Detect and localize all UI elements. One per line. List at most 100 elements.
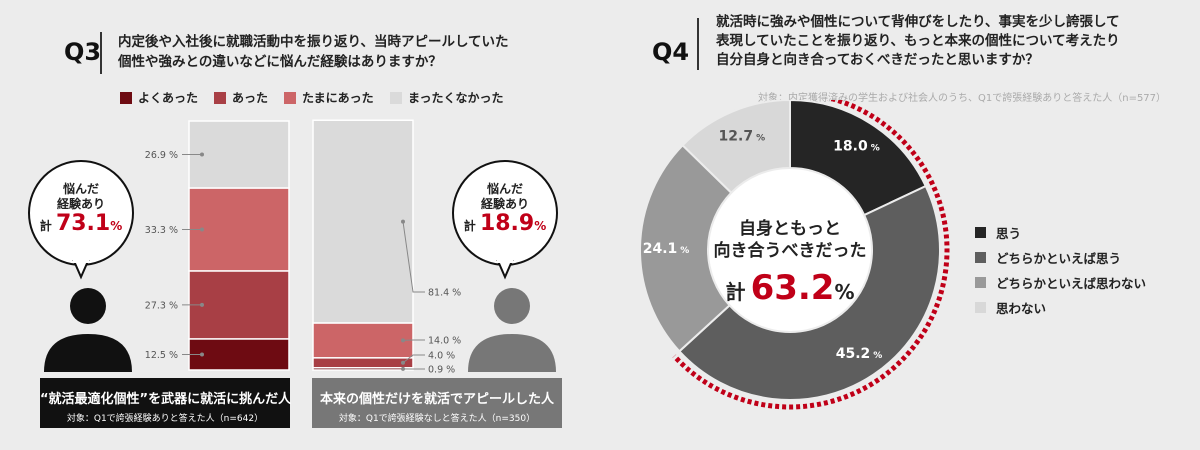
leader-line [402,221,425,293]
person-icon [468,288,556,372]
legend-swatch [975,227,986,238]
q4-donut-chart: 18.0 % 45.2 % 24.1 % 12.7% [639,100,950,410]
data-label: 4.0 % [428,351,455,362]
total-value: 18.9 [479,211,535,236]
donut-slice [681,100,791,195]
center-total: 計 63.2% [700,268,880,308]
bubble-line1: 悩んだ [486,182,523,196]
bubble-total: 計 73.1% [28,213,134,235]
bar-segment [188,120,290,189]
legend-item-yoku: よくあった [120,89,198,106]
left-caption: “就活最適化個性”を武器に就活に挑んだ人 [40,392,292,407]
leader-dot [401,366,405,371]
q3-label: Q3 [64,38,102,66]
bar-segment [312,322,414,359]
legend-swatch [120,91,132,104]
bar-segment [312,119,414,324]
bar-segment [188,187,290,272]
data-label: 14.0 % [428,336,461,347]
q4-legend-item-omou: 思う [975,223,1021,242]
q3-divider [100,32,102,74]
donut-slice [639,143,733,353]
person-icon [44,288,132,372]
bubble-total: 計 18.9% [452,213,558,235]
q4-divider [697,18,699,70]
legend-item-tamani: たまにあった [284,89,374,106]
right-bubble-text: 悩んだ 経験あり 計 18.9% [452,182,558,235]
legend-swatch [975,252,986,263]
total-prefix: 計 [463,219,476,233]
right-speech-bubble: 悩んだ 経験あり 計 18.9% [452,160,558,280]
q4-legend-item-dochira-omowanai: どちらかといえば思わない [975,273,1146,292]
leader-dot [200,227,204,232]
total-unit: % [534,219,547,233]
q3-question-line2: 個性や強みとの違いなどに悩んだ経験はありますか？ [118,54,442,70]
q4-center-text: 自身ともっと 向き合うべきだった 計 63.2% [700,218,880,308]
bar-segment [312,357,414,369]
leader-line [402,354,425,364]
q4-label: Q4 [652,38,690,66]
legend-label: どちらかといえば思う [996,251,1122,266]
leader-dot [200,152,204,157]
total-unit: % [110,219,123,233]
q4-note: 対象：内定獲得済みの学生および社会人のうち、Q1で誇張経験ありと答えた人（n=5… [758,93,1167,104]
donut-center [709,169,871,331]
highlight-arc [672,100,950,410]
total-value: 73.1 [55,211,111,236]
q4-legend-item-dochira-omou: どちらかといえば思う [975,248,1121,267]
q3-bar-chart: 12.5 % 27.3 % 33.3 % 26.9 % 0.9 % 4.0 % 14.0 %… [145,119,461,376]
center-unit: % [834,280,855,304]
legend-item-atta: あった [214,89,268,106]
slice-label: 12.7% [719,129,766,145]
leader-dot [401,338,405,343]
legend-label: よくあった [138,91,199,105]
legend-label: 思う [996,226,1022,241]
legend-swatch [975,302,986,313]
left-caption-sub: 対象：Q1で誇張経験ありと答えた人（n=642） [66,414,264,424]
center-line1: 自身ともっと [739,219,841,239]
donut-slice [677,184,941,401]
legend-swatch [975,277,986,288]
left-bubble-text: 悩んだ 経験あり 計 73.1% [28,182,134,235]
data-label: 0.9 % [428,365,455,376]
center-value: 63.2 [750,268,835,308]
legend-label: まったくなかった [408,91,504,105]
right-caption: 本来の個性だけを就活でアピールした人 [319,392,554,407]
data-label: 33.3 % [145,225,178,236]
bubble-line2: 経験あり [480,197,529,211]
data-label: 26.9 % [145,150,178,161]
center-prefix: 計 [725,280,746,304]
legend-swatch [284,91,296,104]
q4-legend-item-omowanai: 思わない [975,298,1046,317]
legend-item-mattaku: まったくなかった [390,89,504,106]
q3-question-line1: 内定後や入社後に就職活動中を振り返り、当時アピールしていた [118,34,509,50]
leader-dot [200,352,204,357]
legend-label: たまにあった [302,91,374,105]
bubble-shape [28,160,134,280]
data-label: 27.3 % [145,300,178,311]
q4-question-line1: 就活時に強みや個性について背伸びをしたり、事実を少し誇張して [716,14,1120,30]
right-caption-box: 本来の個性だけを就活でアピールした人 対象：Q1で誇張経験なしと答えた人（n=3… [312,378,562,428]
leader-dot [200,302,204,307]
slice-label: 45.2% [836,346,883,362]
left-speech-bubble: 悩んだ 経験あり 計 73.1% [28,160,134,280]
bubble-line2: 経験あり [56,197,105,211]
legend-swatch [390,91,402,104]
q4-question-line2: 表現していたことを振り返り、もっと本来の個性について考えたり [716,33,1120,49]
legend-label: あった [232,91,269,105]
data-label: 12.5 % [145,350,178,361]
center-line2: 向き合うべきだった [713,241,867,261]
legend-label: どちらかといえば思わない [996,276,1147,291]
bubble-line1: 悩んだ [62,182,99,196]
total-prefix: 計 [39,219,52,233]
right-caption-sub: 対象：Q1で誇張経験なしと答えた人（n=350） [338,414,536,424]
bubble-shape [452,160,558,280]
leader-dot [401,360,405,365]
q4-question-line3: 自分自身と向き合っておくべきだったと思いますか？ [716,52,1039,68]
left-caption-box: “就活最適化個性”を武器に就活に挑んだ人 対象：Q1で誇張経験ありと答えた人（n… [40,378,292,428]
slice-label: 18.0% [833,138,880,154]
legend-label: 思わない [996,301,1047,316]
leader-dot [401,219,405,224]
bar-segment [188,270,290,340]
data-label: 81.4 % [428,288,461,299]
